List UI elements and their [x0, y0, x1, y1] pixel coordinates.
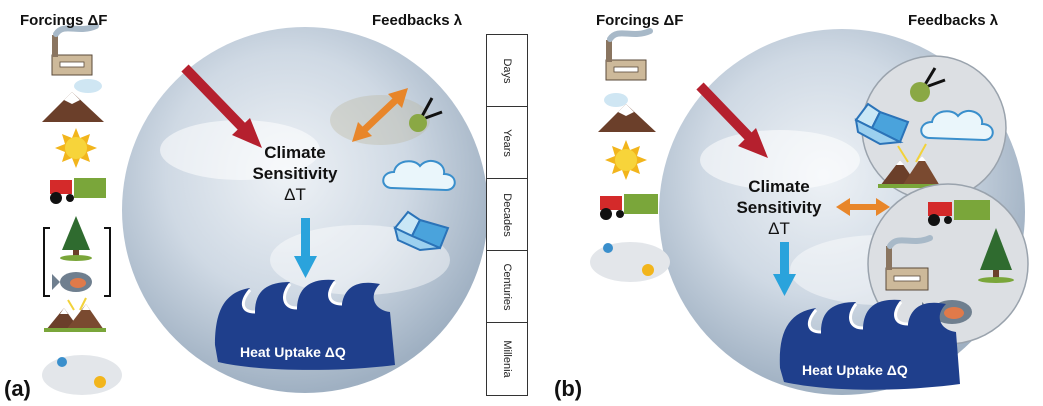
- timescale-cell: Centuries: [487, 251, 527, 323]
- center-line-3: ΔT: [284, 185, 306, 204]
- tractor-field-icon: [600, 194, 658, 220]
- cloud-icon: [382, 159, 456, 192]
- panel-a: Forcings ΔF Feedbacks λ Climate Sensitiv…: [4, 12, 528, 401]
- cloud-icon: [920, 109, 994, 142]
- feedback-arrow: [352, 88, 408, 142]
- heat-uptake-label: Heat Uptake ΔQ: [802, 362, 908, 378]
- timescale-cell: Days: [487, 35, 527, 107]
- feedbacks-title: Feedbacks λ: [908, 12, 999, 29]
- timescale-label: Years: [501, 128, 513, 157]
- factory-icon: [51, 23, 99, 76]
- center-line-3: ΔT: [768, 219, 790, 238]
- climate-sensitivity-label: Climate Sensitivity ΔT: [240, 142, 350, 205]
- tree-icon: [978, 228, 1014, 283]
- sun-icon: [605, 140, 647, 180]
- tractor-field-icon: [928, 200, 990, 226]
- timescale-label: Millenia: [501, 340, 513, 378]
- mountains-icon: [44, 297, 106, 332]
- ocean-wave: [779, 299, 960, 390]
- heat-uptake-label: Heat Uptake ΔQ: [240, 344, 346, 360]
- orbit-icon: [590, 242, 670, 282]
- forcings-title: Forcings ΔF: [20, 12, 108, 29]
- panel-b: Forcings ΔF Feedbacks λ Climate Sensitiv…: [540, 0, 1043, 406]
- timescale-cell: Years: [487, 107, 527, 179]
- timescale-label: Decades: [501, 192, 513, 237]
- panel-b-graphics: [590, 28, 1029, 395]
- factory-icon: [885, 235, 933, 291]
- volcano-icon: [42, 79, 104, 122]
- fish-icon: [52, 272, 92, 292]
- factory-icon: [605, 28, 653, 81]
- molecule-icon: [409, 97, 443, 132]
- climate-sensitivity-label: Climate Sensitivity ΔT: [724, 176, 834, 239]
- panel-tag: (a): [4, 376, 31, 401]
- forcing-arrow: [696, 82, 768, 158]
- center-line-1: Climate: [264, 143, 326, 162]
- center-line-1: Climate: [748, 177, 810, 196]
- ice-icon: [854, 102, 910, 146]
- timescale-label: Days: [501, 57, 513, 84]
- center-line-2: Sensitivity: [252, 164, 338, 183]
- sun-icon: [55, 128, 97, 168]
- uptake-arrow: [773, 242, 796, 296]
- uptake-arrow: [294, 218, 317, 278]
- feedbacks-title: Feedbacks λ: [372, 12, 463, 29]
- timescale-label: Centuries: [501, 262, 513, 311]
- center-line-2: Sensitivity: [736, 198, 822, 217]
- feedback-arrow: [836, 198, 890, 216]
- molecule-icon: [910, 67, 946, 102]
- ocean-wave: [215, 279, 395, 370]
- volcano-icon: [598, 93, 656, 132]
- orbit-icon: [42, 355, 122, 395]
- timescale-bar: Days Years Decades Centuries Millenia: [486, 34, 528, 396]
- tractor-field-icon: [50, 178, 106, 204]
- forcing-arrow: [181, 64, 262, 148]
- bracket: [43, 227, 111, 297]
- timescale-cell: Decades: [487, 179, 527, 251]
- timescale-cell: Millenia: [487, 323, 527, 395]
- panel-a-graphics: [42, 23, 488, 395]
- tree-icon: [60, 216, 92, 261]
- cloud-swirl: [160, 120, 320, 180]
- mountains-icon: [878, 143, 942, 188]
- ice-icon: [393, 210, 450, 252]
- forcings-title: Forcings ΔF: [596, 12, 684, 29]
- panel-tag: (b): [554, 376, 583, 401]
- earth-globe: [122, 27, 488, 393]
